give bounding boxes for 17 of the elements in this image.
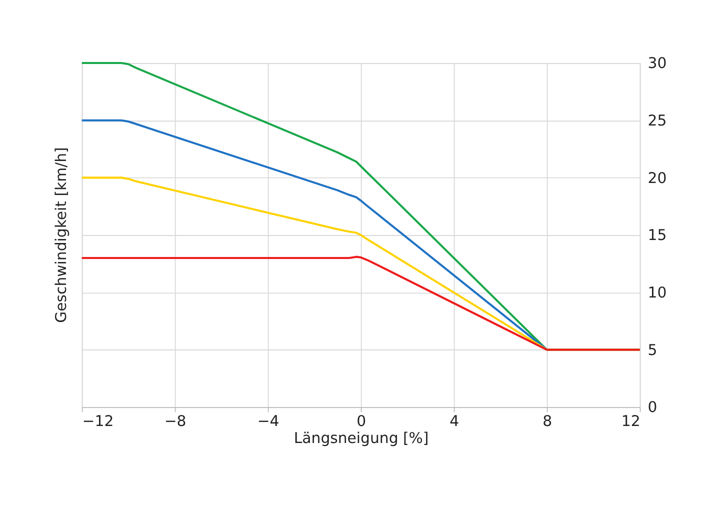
- y-axis-title: Geschwindigkeit [km/h]: [52, 147, 70, 323]
- x-tick-label: 8: [542, 412, 552, 430]
- y-tick-label: 20: [648, 168, 667, 187]
- x-tick-label: 0: [356, 412, 366, 430]
- x-tick-label: −12: [82, 412, 114, 430]
- line-series: [80, 256, 641, 351]
- y-tick-label: 10: [648, 284, 667, 302]
- y-tick-label: 5: [648, 340, 658, 359]
- x-tick-label: −4: [257, 412, 280, 430]
- y-tick-label: 25: [648, 111, 667, 130]
- y-tick-label: 15: [648, 226, 667, 244]
- x-tick-label: 4: [450, 412, 460, 430]
- x-tick-label: −8: [164, 412, 186, 430]
- y-tick-label: 30: [648, 54, 667, 72]
- x-axis-title: Längsneigung [%]: [294, 428, 429, 447]
- y-tick-label: 0: [648, 398, 658, 416]
- x-tick-label: 12: [621, 412, 640, 430]
